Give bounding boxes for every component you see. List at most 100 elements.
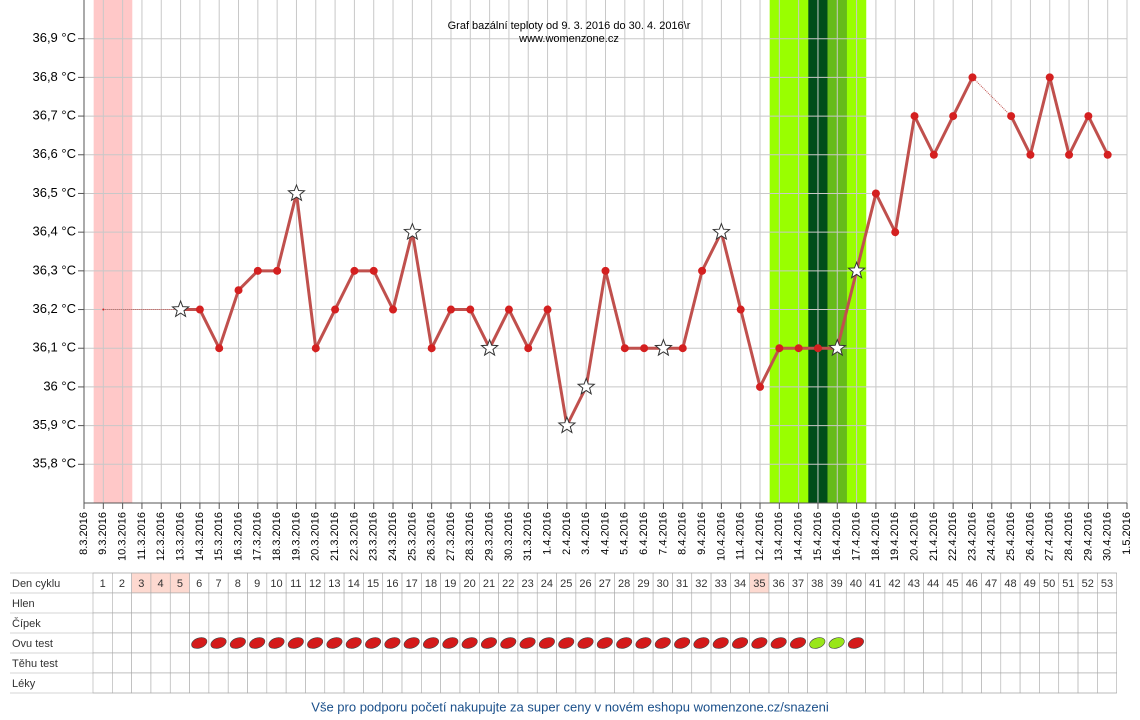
table-cell bbox=[826, 672, 847, 694]
table-cell bbox=[614, 652, 635, 674]
table-cell bbox=[942, 652, 963, 674]
table-cell bbox=[1097, 592, 1117, 614]
row-label: Čípek bbox=[12, 617, 41, 630]
table-cell bbox=[150, 632, 171, 654]
ovu-test-icon bbox=[191, 637, 208, 649]
x-tick-label: 23.4.2016 bbox=[966, 512, 978, 561]
footer-link[interactable]: Vše pro podporu početí nakupujte za supe… bbox=[311, 699, 829, 714]
table-cell bbox=[459, 592, 480, 614]
table-cell bbox=[536, 592, 557, 614]
ovu-test-icon bbox=[558, 637, 575, 649]
cycle-day: 18 bbox=[425, 578, 437, 590]
point bbox=[794, 344, 803, 353]
table-cell bbox=[189, 612, 210, 634]
ovu-test-icon bbox=[384, 637, 401, 649]
table-cell bbox=[247, 612, 268, 634]
table-cell bbox=[401, 612, 422, 634]
table-cell bbox=[285, 672, 306, 694]
point bbox=[813, 344, 822, 353]
table-cell bbox=[942, 612, 963, 634]
table-cell bbox=[749, 592, 770, 614]
cycle-day: 26 bbox=[579, 578, 591, 590]
x-tick-label: 12.4.2016 bbox=[754, 512, 766, 561]
point bbox=[1065, 150, 1074, 159]
chart-title: Graf bazální teploty od 9. 3. 2016 do 30… bbox=[448, 20, 691, 32]
table-cell bbox=[1019, 672, 1040, 694]
cycle-day: 46 bbox=[966, 578, 978, 590]
table-cell bbox=[324, 592, 345, 614]
table-cell bbox=[652, 612, 673, 634]
table-cell bbox=[807, 592, 828, 614]
ovu-test-icon bbox=[210, 637, 227, 649]
table-cell bbox=[478, 592, 499, 614]
point bbox=[949, 112, 958, 121]
x-tick-label: 8.3.2016 bbox=[78, 512, 90, 555]
cycle-day: 16 bbox=[386, 578, 398, 590]
ovu-test-icon bbox=[538, 637, 555, 649]
cycle-day: 17 bbox=[406, 578, 418, 590]
cycle-day: 7 bbox=[215, 578, 221, 590]
table-cell bbox=[942, 672, 963, 694]
table-cell bbox=[112, 632, 132, 654]
cycle-day: 23 bbox=[521, 578, 533, 590]
x-tick-label: 26.4.2016 bbox=[1024, 512, 1036, 561]
ovu-test-icon bbox=[809, 637, 826, 649]
ovu-test-icon bbox=[268, 637, 285, 649]
point bbox=[775, 344, 784, 353]
x-tick-label: 9.4.2016 bbox=[696, 512, 708, 555]
table-cell bbox=[498, 612, 519, 634]
table-cell bbox=[730, 612, 751, 634]
table-cell bbox=[884, 632, 905, 654]
table-cell bbox=[652, 672, 673, 694]
table-cell bbox=[305, 612, 326, 634]
table-cell bbox=[865, 592, 886, 614]
x-tick-label: 6.4.2016 bbox=[638, 512, 650, 555]
cycle-day: 27 bbox=[599, 578, 611, 590]
point bbox=[871, 189, 880, 198]
table-cell bbox=[807, 672, 828, 694]
table-cell bbox=[961, 672, 982, 694]
table-cell bbox=[749, 612, 770, 634]
table-cell bbox=[768, 652, 789, 674]
cycle-day: 21 bbox=[483, 578, 495, 590]
x-tick-label: 29.3.2016 bbox=[484, 512, 496, 561]
y-tick-label: 36,6 °C bbox=[32, 146, 76, 161]
table-cell bbox=[478, 612, 499, 634]
table-cell bbox=[845, 652, 866, 674]
cycle-day: 52 bbox=[1082, 578, 1094, 590]
point bbox=[543, 305, 552, 314]
ovu-test-icon bbox=[519, 637, 536, 649]
ovu-test-icon bbox=[249, 637, 266, 649]
table-cell bbox=[923, 652, 944, 674]
table-cell bbox=[131, 632, 152, 654]
table-cell bbox=[1058, 592, 1079, 614]
table-cell bbox=[556, 612, 577, 634]
table-cell bbox=[285, 652, 306, 674]
cycle-day: 1 bbox=[100, 578, 106, 590]
table-cell bbox=[672, 672, 693, 694]
table-cell bbox=[826, 652, 847, 674]
table-cell bbox=[633, 652, 654, 674]
table-cell bbox=[382, 672, 403, 694]
table-cell bbox=[961, 592, 982, 614]
table-cell bbox=[1097, 652, 1117, 674]
table-cell bbox=[247, 652, 268, 674]
cycle-day: 50 bbox=[1043, 578, 1055, 590]
point bbox=[427, 344, 436, 353]
table-cell bbox=[710, 652, 731, 674]
table-cell bbox=[498, 672, 519, 694]
table-cell bbox=[903, 592, 924, 614]
x-tick-label: 22.4.2016 bbox=[947, 512, 959, 561]
table-cell bbox=[324, 612, 345, 634]
table-cell bbox=[652, 652, 673, 674]
table-cell bbox=[1077, 592, 1098, 614]
table-cell bbox=[1058, 612, 1079, 634]
table-cell bbox=[614, 612, 635, 634]
table-cell bbox=[150, 612, 171, 634]
table-cell bbox=[266, 652, 287, 674]
table-cell bbox=[421, 652, 441, 674]
point bbox=[253, 266, 262, 275]
table-cell bbox=[401, 652, 422, 674]
table-cell bbox=[266, 672, 287, 694]
